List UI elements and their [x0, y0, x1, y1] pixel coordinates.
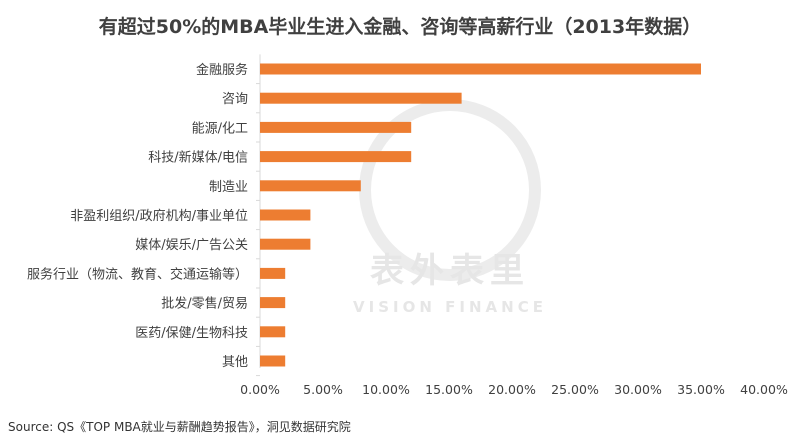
category-label: 能源/化工	[192, 121, 248, 136]
x-tick-label: 25.00%	[551, 382, 599, 397]
category-label: 批发/零售/贸易	[161, 296, 248, 312]
watermark-chinese: 表外表里	[370, 251, 530, 291]
category-label: 非盈利组织/政府机构/事业单位	[70, 209, 248, 224]
x-tick-label: 15.00%	[425, 382, 473, 397]
watermark-english: VISION FINANCE	[353, 298, 547, 316]
bar	[260, 267, 286, 279]
category-label: 服务行业（物流、教育、交通运输等）	[27, 266, 248, 282]
category-label: 媒体/娱乐/广告公关	[135, 238, 248, 253]
bar	[260, 121, 412, 133]
category-label: 制造业	[209, 180, 248, 195]
source-note: Source: QS《TOP MBA就业与薪酬趋势报告》，洞见数据研究院	[8, 420, 351, 434]
category-label: 医药/保健/生物科技	[135, 326, 248, 341]
bar-chart: 表外表里 VISION FINANCE 金融服务咨询能源/化工科技/新媒体/电信制造…	[27, 54, 788, 397]
category-label: 其他	[222, 355, 248, 370]
x-tick-label: 10.00%	[362, 382, 410, 397]
x-tick-label: 35.00%	[677, 382, 725, 397]
bar	[260, 151, 412, 163]
category-label: 金融服务	[196, 62, 248, 78]
watermark-ring	[359, 99, 541, 281]
category-label: 咨询	[222, 92, 248, 107]
x-tick-label: 40.00%	[740, 382, 788, 397]
bar	[260, 355, 286, 367]
x-tick-label: 0.00%	[240, 382, 280, 397]
chart-title: 有超过50%的MBA毕业生进入金融、咨询等高薪行业（2013年数据）	[98, 16, 702, 38]
x-tick-label: 5.00%	[303, 382, 343, 397]
bar	[260, 180, 361, 192]
x-tick-label: 30.00%	[614, 382, 662, 397]
x-tick-label: 20.00%	[488, 382, 536, 397]
bar	[260, 297, 286, 309]
bar	[260, 92, 462, 104]
bar	[260, 63, 701, 75]
bar	[260, 209, 311, 221]
bar	[260, 326, 286, 338]
chart-frame: 有超过50%的MBA毕业生进入金融、咨询等高薪行业（2013年数据） 表外表里 V…	[26, 16, 788, 397]
category-label: 科技/新媒体/电信	[148, 150, 248, 166]
bar	[260, 238, 311, 250]
